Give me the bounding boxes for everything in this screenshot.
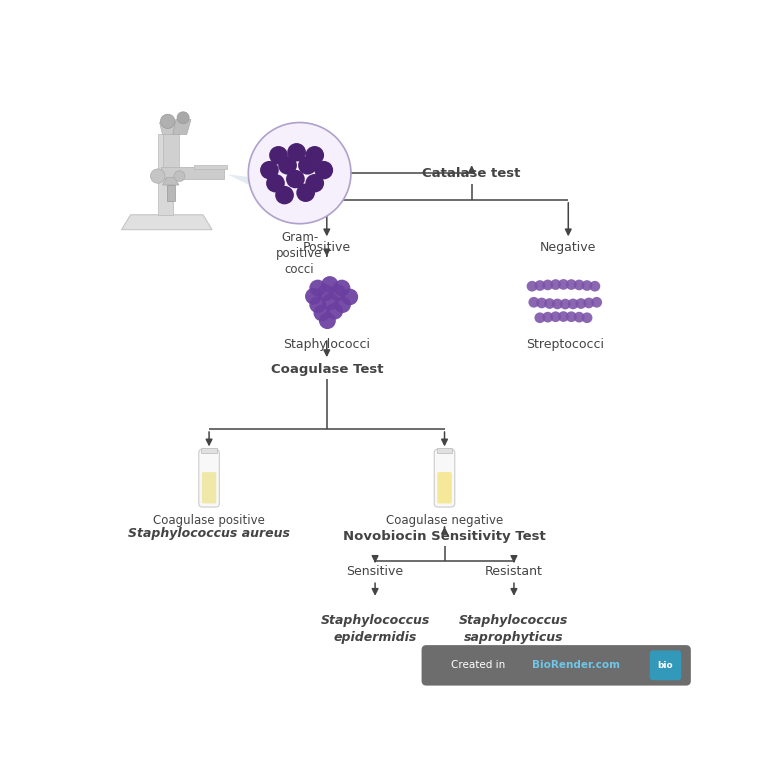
Circle shape: [536, 298, 547, 308]
Text: Resistant: Resistant: [485, 565, 543, 578]
Circle shape: [150, 169, 165, 183]
Polygon shape: [221, 172, 344, 189]
Text: Staphylococci: Staphylococci: [284, 338, 370, 351]
Text: Catalase test: Catalase test: [422, 167, 521, 179]
Circle shape: [527, 281, 538, 291]
Circle shape: [322, 276, 338, 293]
Circle shape: [528, 297, 539, 308]
Circle shape: [275, 186, 294, 204]
Polygon shape: [160, 167, 224, 179]
Circle shape: [560, 298, 571, 309]
Circle shape: [309, 280, 326, 296]
Circle shape: [591, 297, 602, 308]
Text: Staphylococcus
epidermidis: Staphylococcus epidermidis: [320, 614, 430, 644]
Bar: [167, 185, 174, 201]
Circle shape: [573, 280, 584, 291]
Circle shape: [582, 312, 593, 323]
FancyBboxPatch shape: [650, 650, 681, 680]
Circle shape: [317, 284, 334, 301]
Circle shape: [534, 312, 545, 323]
Circle shape: [566, 279, 576, 290]
Circle shape: [558, 279, 569, 290]
Text: bio: bio: [657, 661, 673, 670]
Circle shape: [249, 122, 351, 223]
Text: Gram-
positive
cocci: Gram- positive cocci: [277, 231, 323, 277]
Circle shape: [550, 312, 561, 322]
Circle shape: [309, 296, 326, 313]
Text: Positive: Positive: [303, 241, 351, 254]
Bar: [437, 448, 453, 453]
Circle shape: [326, 303, 343, 319]
Circle shape: [177, 112, 189, 124]
Circle shape: [260, 161, 279, 179]
Circle shape: [544, 298, 555, 309]
Circle shape: [305, 174, 324, 192]
Circle shape: [576, 298, 587, 309]
Circle shape: [278, 156, 297, 175]
FancyBboxPatch shape: [199, 449, 220, 507]
Circle shape: [305, 146, 324, 165]
Circle shape: [534, 280, 545, 291]
Text: BioRender.com: BioRender.com: [532, 660, 620, 670]
Text: Coagulase positive: Coagulase positive: [153, 514, 265, 527]
Polygon shape: [157, 135, 173, 215]
FancyBboxPatch shape: [421, 645, 691, 686]
Circle shape: [590, 281, 601, 291]
Circle shape: [315, 161, 333, 179]
Polygon shape: [173, 120, 191, 135]
Text: Coagulase negative: Coagulase negative: [386, 514, 503, 527]
FancyBboxPatch shape: [437, 472, 452, 503]
Polygon shape: [194, 165, 227, 169]
Circle shape: [550, 279, 561, 290]
Text: Created in: Created in: [450, 660, 508, 670]
Circle shape: [582, 280, 593, 291]
Circle shape: [296, 183, 315, 202]
Circle shape: [313, 305, 330, 322]
Text: Staphylococcus
saprophyticus: Staphylococcus saprophyticus: [460, 614, 569, 644]
Polygon shape: [163, 131, 179, 167]
Circle shape: [330, 284, 346, 301]
Text: Streptococci: Streptococci: [527, 338, 605, 351]
Circle shape: [542, 280, 553, 291]
Circle shape: [552, 298, 563, 309]
Circle shape: [174, 171, 185, 182]
Circle shape: [583, 298, 594, 308]
Bar: [201, 448, 217, 453]
Circle shape: [322, 293, 339, 310]
Circle shape: [266, 174, 285, 192]
Polygon shape: [160, 122, 176, 135]
Polygon shape: [163, 177, 179, 185]
Circle shape: [334, 296, 351, 313]
Text: Staphylococcus aureus: Staphylococcus aureus: [128, 527, 290, 540]
Circle shape: [566, 312, 576, 322]
Circle shape: [568, 298, 579, 309]
Circle shape: [573, 312, 584, 322]
Text: Sensitive: Sensitive: [347, 565, 404, 578]
Text: Negative: Negative: [540, 241, 597, 254]
Circle shape: [558, 312, 569, 322]
Polygon shape: [122, 215, 212, 230]
FancyBboxPatch shape: [202, 472, 217, 503]
Text: Novobiocin Sensitivity Test: Novobiocin Sensitivity Test: [343, 530, 546, 543]
Circle shape: [160, 114, 175, 128]
FancyBboxPatch shape: [434, 449, 455, 507]
Circle shape: [298, 156, 317, 175]
Circle shape: [286, 170, 305, 189]
Circle shape: [287, 143, 306, 162]
Circle shape: [542, 312, 553, 322]
Circle shape: [319, 312, 336, 329]
Circle shape: [305, 288, 322, 305]
Circle shape: [341, 288, 358, 305]
Text: Coagulase Test: Coagulase Test: [270, 363, 383, 376]
Circle shape: [269, 146, 288, 165]
Circle shape: [333, 280, 351, 296]
